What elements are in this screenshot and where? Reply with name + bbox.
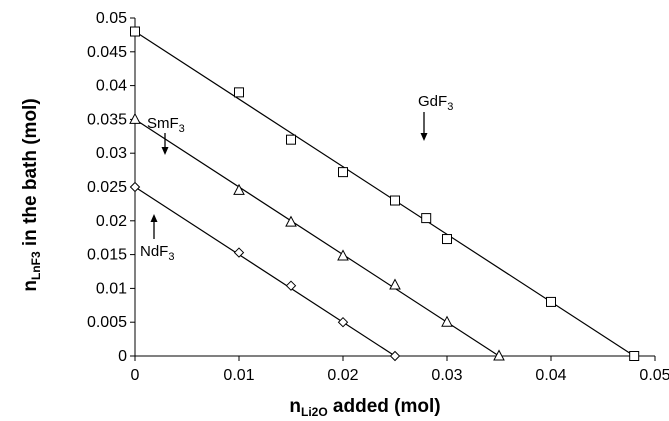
x-tick-label: 0.02 [327,367,358,384]
y-tick-label: 0.045 [87,44,127,61]
data-point-square [286,134,296,145]
series-label: GdF3 [418,93,453,113]
fit-line-triangle [134,118,500,357]
series-label: SmF3 [147,115,185,135]
x-axis-title-rest: added (mol) [328,396,441,417]
data-point-diamond [233,247,245,258]
x-axis-title: nLi2O added (mol) [289,396,440,419]
axis-titles: nLi2O added (mol)nLnF3 in the bath (mol) [20,98,441,419]
fit-line-diamond [134,186,396,357]
data-point-triangle [389,278,401,290]
axes: 0 0.005 0.01 0.015 0.02 0.025 0.03 0.035 0.04 0.0… [87,10,669,384]
y-axis-title-sub: LnF3 [29,251,43,280]
data-point-triangle [233,183,245,195]
y-axis-title-rest: in the bath (mol) [20,98,41,251]
series-label: NdF3 [140,243,174,263]
x-tick-label: 0.03 [431,367,462,384]
data-point-diamond [337,316,349,328]
data-point-square [421,213,432,224]
arrow-head-icon [161,147,169,155]
series-label-main: NdF [140,243,168,260]
fit-lines [134,31,635,357]
x-tick-label: 0.05 [639,367,669,384]
data-point-diamond [389,350,401,362]
y-tick-label: 0.005 [87,314,127,331]
data-point-triangle [493,349,505,361]
data-point-square [546,296,556,307]
y-tick-label: 0.02 [96,213,127,230]
y-axis-title: nLnF3 in the bath (mol) [20,98,43,291]
data-point-square [442,234,452,245]
data-point-triangle [441,315,453,327]
series-label-main: SmF [147,115,179,132]
data-point-square [338,167,348,178]
fit-line-square [134,31,635,357]
data-point-square [234,87,244,98]
data-markers [129,26,640,362]
data-point-triangle [337,249,349,261]
y-tick-label: 0.035 [87,111,127,128]
x-tick-label: 0.01 [223,367,254,384]
arrow-head-icon [420,133,428,141]
y-axis-title-main: n [20,280,41,292]
data-point-diamond [285,280,297,291]
y-tick-label: 0.04 [96,78,127,95]
data-point-triangle [285,215,297,227]
y-tick-label: 0 [118,348,127,365]
series-label-subscript: 3 [179,123,185,135]
x-tick-label: 0 [131,367,140,384]
x-tick-label: 0.04 [535,367,566,384]
data-point-square [130,26,140,37]
y-tick-label: 0.025 [87,179,127,196]
x-axis-title-sub: Li2O [301,405,328,419]
y-tick-label: 0.015 [87,247,127,264]
x-axis-title-main: n [289,396,301,417]
y-tick-label: 0.01 [96,280,127,297]
arrow-head-icon [150,214,158,222]
y-tick-label: 0.05 [96,10,127,27]
y-tick-label: 0.03 [96,145,127,162]
series-label-subscript: 3 [447,101,453,113]
data-point-diamond [129,181,141,193]
data-point-square [390,195,400,206]
data-point-triangle [129,112,141,124]
series-label-subscript: 3 [168,251,174,263]
data-point-square [629,351,640,361]
series-label-main: GdF [418,93,447,110]
